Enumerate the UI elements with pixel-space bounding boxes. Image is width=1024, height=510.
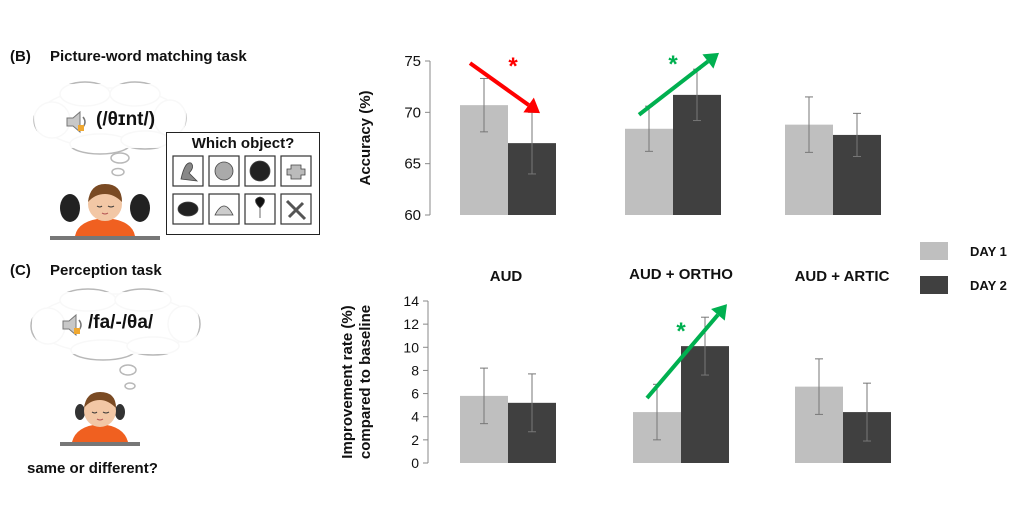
- y-tick-label: 10: [403, 339, 419, 355]
- speaker-icon: [66, 110, 86, 134]
- condition-title-aud-ortho: AUD + ORTHO: [629, 266, 733, 283]
- condition-title-aud-artic: AUD + ARTIC: [794, 268, 890, 285]
- significance-arrowhead-0: [523, 97, 540, 114]
- improvement-chart: 0 2 4 6 8 10 12 14 Improvement rate (%) compared …: [339, 293, 891, 471]
- bubble-b-text: (/θɪnt/): [96, 109, 156, 130]
- significance-star-0: *: [676, 318, 686, 345]
- y-tick-label: 6: [411, 386, 419, 402]
- object-choice-title: Which object?: [191, 135, 295, 152]
- legend-swatch-day1: [920, 242, 948, 260]
- child-listener-c: [60, 392, 140, 446]
- y-tick-label: 2: [411, 432, 419, 448]
- object-choice-panel: Which object?: [166, 132, 320, 235]
- significance-star-0: *: [508, 53, 518, 80]
- y-axis-label: compared to baseline: [357, 305, 374, 459]
- panel-b-title: Picture-word matching task: [50, 48, 247, 65]
- object-option-8: [280, 193, 312, 225]
- y-tick-label: 0: [411, 455, 419, 471]
- legend-swatch-day2: [920, 276, 948, 294]
- y-axis-label: Accuracy (%): [357, 90, 374, 185]
- y-tick-label: 60: [404, 207, 421, 224]
- perception-question: same or different?: [27, 460, 158, 477]
- significance-arrow-0: [645, 313, 720, 400]
- significance-arrowhead-0: [711, 304, 727, 321]
- condition-title-aud: AUD: [489, 268, 523, 285]
- y-tick-label: 65: [404, 156, 421, 173]
- accuracy-chart: 60 65 70 75 Accuracy (%) * *: [357, 51, 881, 224]
- thought-bubble-b: [33, 81, 187, 177]
- y-tick-label: 70: [404, 104, 421, 121]
- bubble-c-text: /fa/-/θa/: [88, 312, 154, 333]
- speaker-icon-c: [62, 313, 82, 337]
- legend-label-day1: DAY 1: [970, 244, 1007, 259]
- y-axis-label: Improvement rate (%): [339, 305, 356, 458]
- significance-star-1: *: [668, 51, 678, 78]
- panel-c-title: Perception task: [50, 262, 162, 279]
- panel-c-label: (C): [10, 262, 31, 279]
- child-listener-b: [50, 184, 160, 240]
- significance-arrow-0: [468, 61, 530, 107]
- y-tick-label: 75: [404, 53, 421, 70]
- y-tick-label: 14: [403, 293, 419, 309]
- y-tick-label: 8: [411, 362, 419, 378]
- thought-bubble-c: [30, 288, 201, 390]
- legend-label-day2: DAY 2: [970, 278, 1007, 293]
- significance-arrowhead-1: [702, 52, 719, 69]
- y-tick-label: 12: [403, 316, 419, 332]
- y-tick-label: 4: [411, 409, 419, 425]
- significance-arrow-1: [637, 59, 710, 117]
- panel-b-label: (B): [10, 48, 31, 65]
